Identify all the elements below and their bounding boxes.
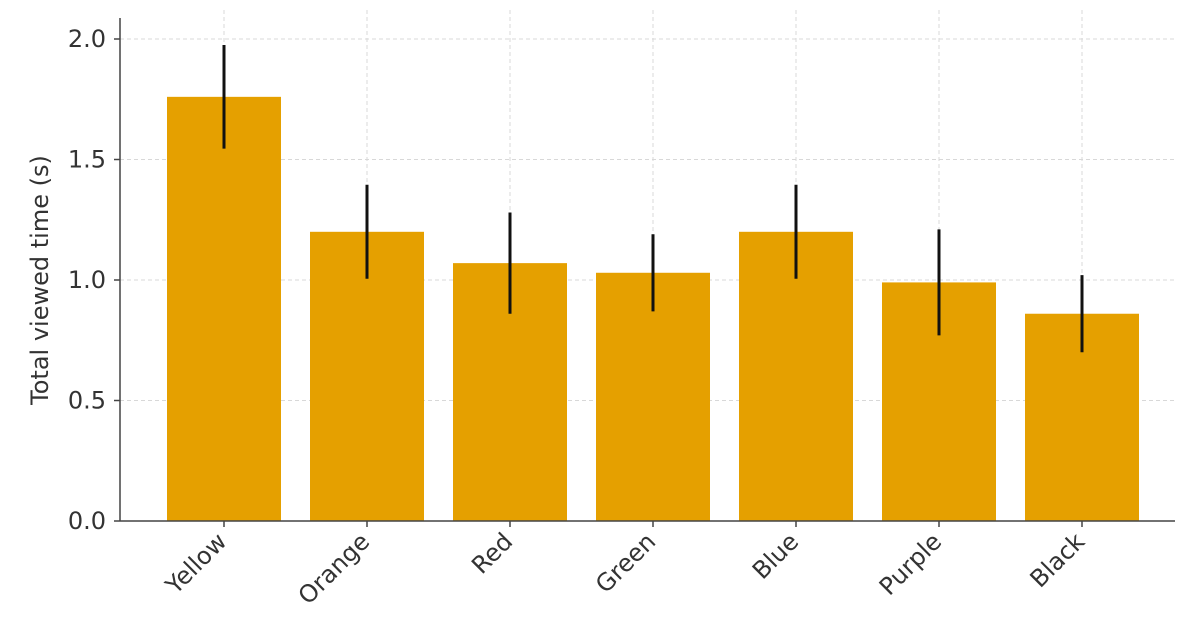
bar: [310, 231, 424, 522]
x-tick-label: Green: [590, 527, 661, 598]
x-tick-label: Yellow: [159, 527, 232, 600]
x-tick-label: Orange: [293, 527, 376, 610]
bar: [739, 231, 853, 522]
marks: [167, 96, 1139, 522]
x-tick-label: Red: [466, 527, 518, 579]
x-tick-label: Purple: [874, 527, 947, 600]
y-tick-label: 1.5: [68, 146, 106, 174]
y-tick-label: 2.0: [68, 25, 106, 53]
x-tick-label: Blue: [747, 527, 804, 584]
y-tick-label: 0.5: [68, 387, 106, 415]
bar: [167, 96, 281, 521]
y-axis-label: Total viewed time (s): [26, 155, 54, 406]
y-tick-label: 1.0: [68, 266, 106, 294]
bar: [596, 272, 710, 521]
y-tick-label: 0.0: [68, 507, 106, 535]
x-tick-label: Black: [1025, 527, 1091, 593]
